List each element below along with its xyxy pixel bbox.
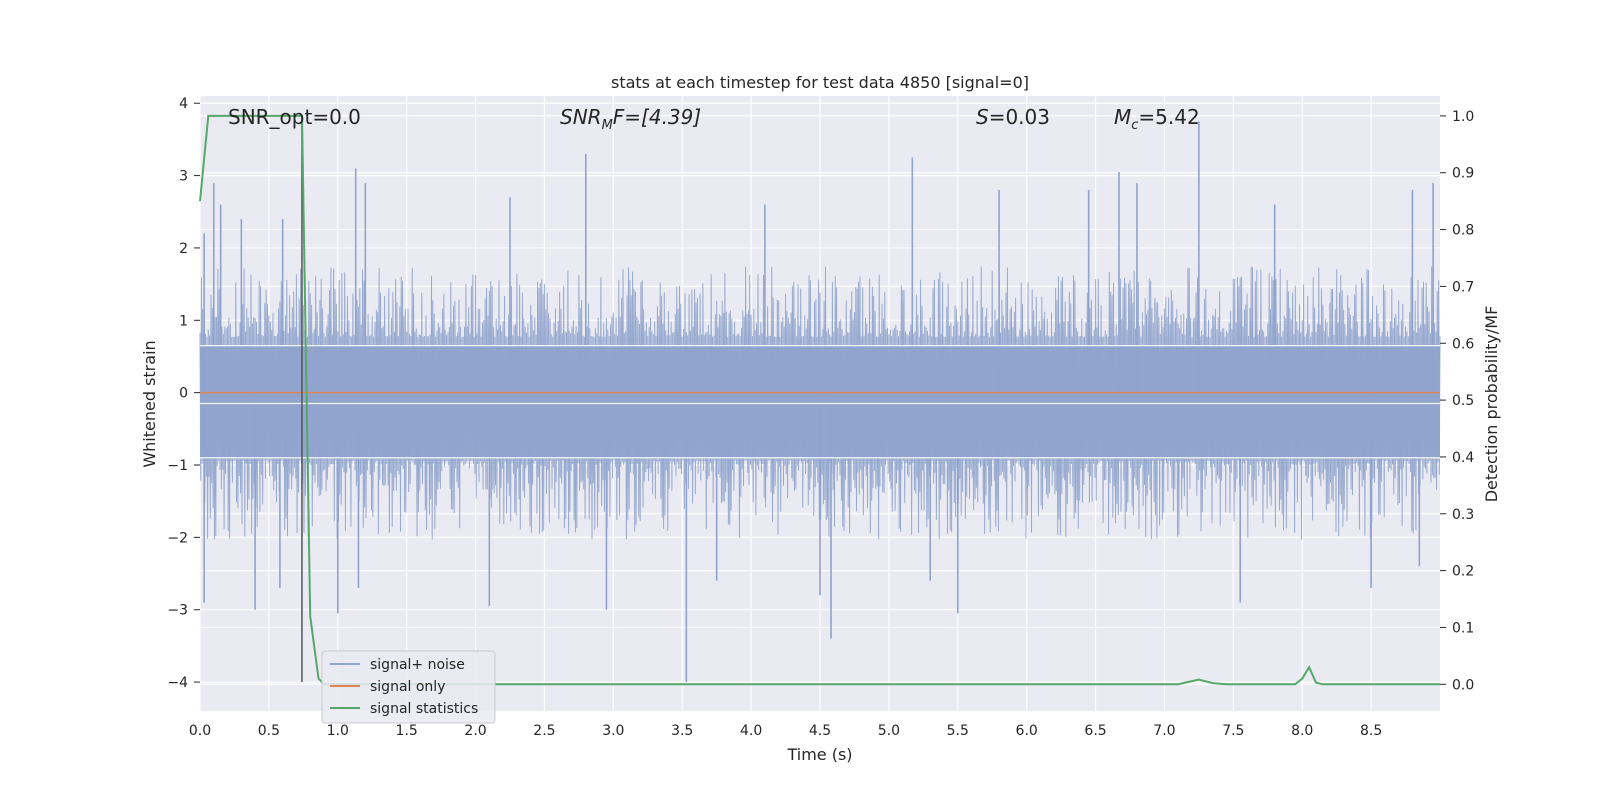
s-rest: =0.03: [989, 105, 1050, 129]
series-signal-statistics: [199, 114, 1440, 686]
y-tick-label: −4: [167, 675, 188, 691]
x-tick-label: 1.0: [327, 723, 349, 739]
x-tick-label: 4.5: [809, 723, 831, 739]
x-axis-title: Time (s): [786, 745, 852, 764]
x-tick-label: 5.0: [878, 723, 900, 739]
y-tick-label: 3: [179, 169, 188, 185]
x-tick-label: 1.5: [396, 723, 418, 739]
legend-label-signal-statistics: signal statistics: [370, 701, 478, 717]
x-tick-label: 0.5: [258, 723, 280, 739]
y2-tick-label: 0.7: [1452, 279, 1474, 295]
y-tick-label: −1: [167, 458, 188, 474]
x-axis-ticks: 0.0 0.5 1.0 1.5 2.0 2.5 3.0 3.5 4.0 4.5 5.0 5.5 6.0 6…: [189, 723, 1382, 739]
legend-box: [321, 650, 496, 724]
x-tick-label: 8.0: [1291, 723, 1313, 739]
y2-tick-label: 0.6: [1452, 336, 1474, 352]
y2-tick-label: 0.8: [1452, 223, 1474, 239]
x-tick-label: 8.5: [1360, 723, 1382, 739]
y2-tick-label: 0.1: [1452, 620, 1474, 636]
x-tick-label: 3.5: [671, 723, 693, 739]
s-symbol: S: [976, 105, 989, 129]
x-tick-label: 3.0: [602, 723, 624, 739]
mc-subscript: c: [1131, 118, 1138, 133]
snr-mf-rest: F=[4.39]: [613, 105, 701, 129]
y2-tick-label: 0.5: [1452, 393, 1474, 409]
x-tick-label: 2.0: [464, 723, 486, 739]
annotation-snr-opt: SNR_opt=0.0: [228, 105, 361, 129]
y2-axis-title: Detection probability/MF: [1482, 306, 1501, 503]
y2-tick-label: 0.0: [1452, 677, 1474, 693]
y-tick-label: 2: [179, 241, 188, 257]
x-tick-label: 5.5: [947, 723, 969, 739]
y-tick-label: −2: [167, 530, 188, 546]
signal-plus-noise-line: [199, 266, 1441, 540]
mc-symbol: M: [1114, 105, 1131, 129]
y2-tick-label: 0.4: [1452, 450, 1474, 466]
y-axis-title: Whitened strain: [140, 340, 159, 467]
y-tick-label: 4: [179, 96, 188, 112]
series-signal-plus-noise: [199, 121, 1441, 683]
x-tick-label: 6.0: [1016, 723, 1038, 739]
x-tick-label: 7.0: [1153, 723, 1175, 739]
mc-rest: =5.42: [1138, 105, 1199, 129]
y-axis-ticks: 4 3 2 1 0 −1 −2 −3 −4: [167, 96, 200, 691]
annotation-mc: Mc=5.42: [1114, 105, 1200, 133]
y-tick-label: 0: [179, 386, 188, 402]
y2-tick-label: 1.0: [1452, 109, 1474, 125]
legend: signal+ noise signal only signal statist…: [321, 650, 496, 724]
y-tick-label: 1: [179, 313, 188, 329]
y2-tick-label: 0.9: [1452, 166, 1474, 182]
x-tick-label: 0.0: [189, 723, 211, 739]
y2-tick-label: 0.3: [1452, 507, 1474, 523]
y2-tick-label: 0.2: [1452, 564, 1474, 580]
legend-label-signal-plus-noise: signal+ noise: [370, 657, 465, 673]
x-tick-label: 2.5: [533, 723, 555, 739]
snr-mf-symbol: SNR: [560, 105, 602, 129]
y-tick-label: −3: [167, 603, 188, 619]
noise-dense-band: [200, 345, 1440, 458]
y2-axis-ticks: 1.0 0.9 0.8 0.7 0.6 0.5 0.4 0.3 0.2 0.1 0.0: [1440, 109, 1474, 693]
x-tick-label: 6.5: [1084, 723, 1106, 739]
annotation-s: S=0.03: [976, 105, 1050, 129]
snr-mf-subscript: M: [602, 118, 613, 133]
x-tick-label: 7.5: [1222, 723, 1244, 739]
annotation-snr-mf: SNRMF=[4.39]: [560, 105, 701, 133]
x-tick-label: 4.0: [740, 723, 762, 739]
signal-statistics-line: [199, 114, 1440, 686]
chart-title: stats at each timestep for test data 485…: [611, 73, 1029, 92]
legend-label-signal-only: signal only: [370, 679, 445, 695]
